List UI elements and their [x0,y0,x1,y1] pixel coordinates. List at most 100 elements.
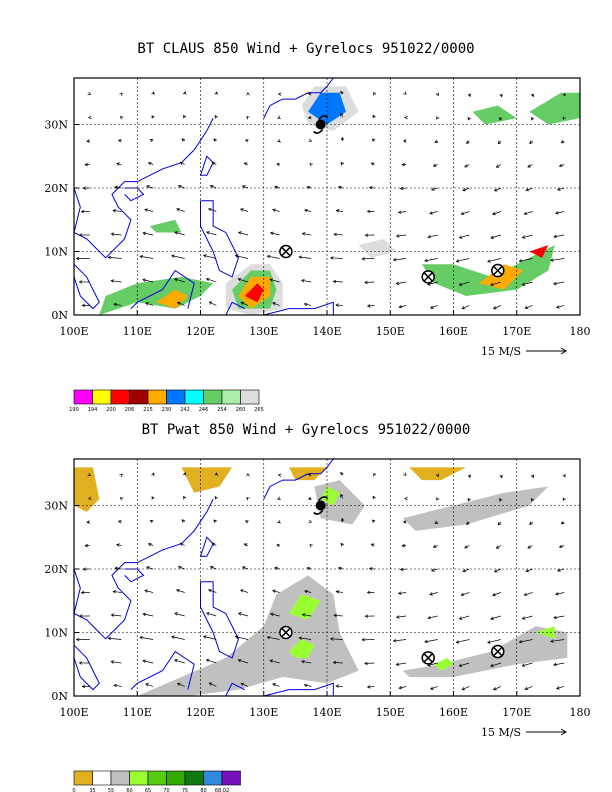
wind-vector [563,474,566,477]
wind-vector [494,568,502,573]
wind-vector-head [553,615,557,620]
shaded-region [156,289,188,309]
gyre-marker-cross [423,272,433,282]
wind-vector [113,303,122,306]
wind-vector-head [181,519,185,523]
wind-vector [272,590,280,593]
wind-vector [494,187,502,192]
wind-vector-head [424,639,428,644]
wind-vector-head [213,519,217,523]
wind-vector-head [397,591,402,595]
shaded-region [308,92,346,125]
wind-vector [459,234,470,239]
wind-vector [308,117,312,119]
wind-vector [240,682,249,687]
wind-vector [493,686,502,691]
wind-vector-head [266,254,271,259]
wind-vector-head [395,615,400,619]
reference-vector-label: 15 M/S [481,345,521,358]
colorbar-label: 80 [200,788,206,792]
wind-vector-head [81,684,86,689]
wind-vector-head [277,520,281,524]
shaded-region [289,594,321,620]
wind-vector-head [523,211,528,216]
colorbar-label: 265 [254,407,264,413]
wind-vector-head [246,91,250,96]
wind-vector-head [306,185,311,190]
shaded-region [529,245,549,258]
shaded-region [137,575,359,696]
shaded-region [314,480,365,525]
wind-vector-head [239,589,244,593]
wind-vector-head [392,638,397,643]
wind-vector-head [525,188,530,192]
wind-vector [400,187,407,190]
colorbar-label: 242 [180,407,190,413]
wind-vector [522,615,533,619]
shaded-region [289,467,327,481]
wind-vector [180,542,185,546]
wind-vector-head [78,280,83,284]
wind-vector-head [492,687,497,691]
wind-vector [240,301,249,306]
coastline [263,77,334,119]
wind-vector [174,278,185,283]
wind-vector [396,234,407,237]
wind-vector-head [176,301,181,305]
wind-vector [304,303,312,306]
wind-vector [396,662,407,665]
wind-vector [214,496,217,499]
gyre-marker-icon [491,644,505,659]
wind-vector-head [523,592,528,597]
reference-vector-label: 15 M/S [481,726,521,739]
wind-vector-head [142,231,147,236]
wind-vector [203,255,217,259]
wind-vector [270,232,280,236]
wind-vector-head [181,138,185,142]
wind-vector-head [530,474,535,479]
wind-vector-head [308,138,313,143]
x-tick-label: 180 [570,706,591,719]
wind-vector-head [466,140,470,144]
wind-vector-head [208,682,213,686]
wind-vector [307,186,312,189]
wind-vector-head [490,235,494,239]
wind-vector-head [370,543,375,547]
wind-vector-head [237,658,242,663]
wind-vector-head [117,139,122,143]
coastline [200,200,239,278]
wind-vector-head [80,209,85,214]
wind-vector [152,473,155,476]
wind-vector-head [307,92,312,96]
y-tick-label: 20N [44,563,68,576]
wind-vector-head [301,279,305,283]
wind-vector [462,187,470,191]
wind-vector-head [398,304,403,309]
wind-vector-head [430,187,435,191]
wind-vector-head [340,136,345,141]
wind-vector-head [87,91,92,96]
wind-vector-head [340,161,344,166]
wind-vector-head [560,520,565,525]
wind-vector [499,117,502,121]
wind-vector-head [78,233,83,237]
wind-vector-head [84,162,88,167]
gyre-marker-cross [423,653,433,663]
wind-vector [466,521,470,525]
wind-vector-head [277,139,281,143]
wind-vector [145,683,154,687]
wind-vector-head [403,91,407,95]
wind-vector-head [171,635,175,639]
gyre-marker-cross [493,265,503,276]
wind-vector-head [335,590,340,594]
wind-vector [550,639,565,642]
wind-vector-head [562,116,566,120]
wind-vector [462,568,470,572]
wind-vector [213,138,217,142]
wind-vector-head [211,542,216,547]
wind-vector-head [460,211,465,216]
wind-vector-head [110,279,115,283]
wind-vector-head [404,115,408,120]
wind-vector-head [176,589,180,593]
wind-vector [393,639,407,642]
